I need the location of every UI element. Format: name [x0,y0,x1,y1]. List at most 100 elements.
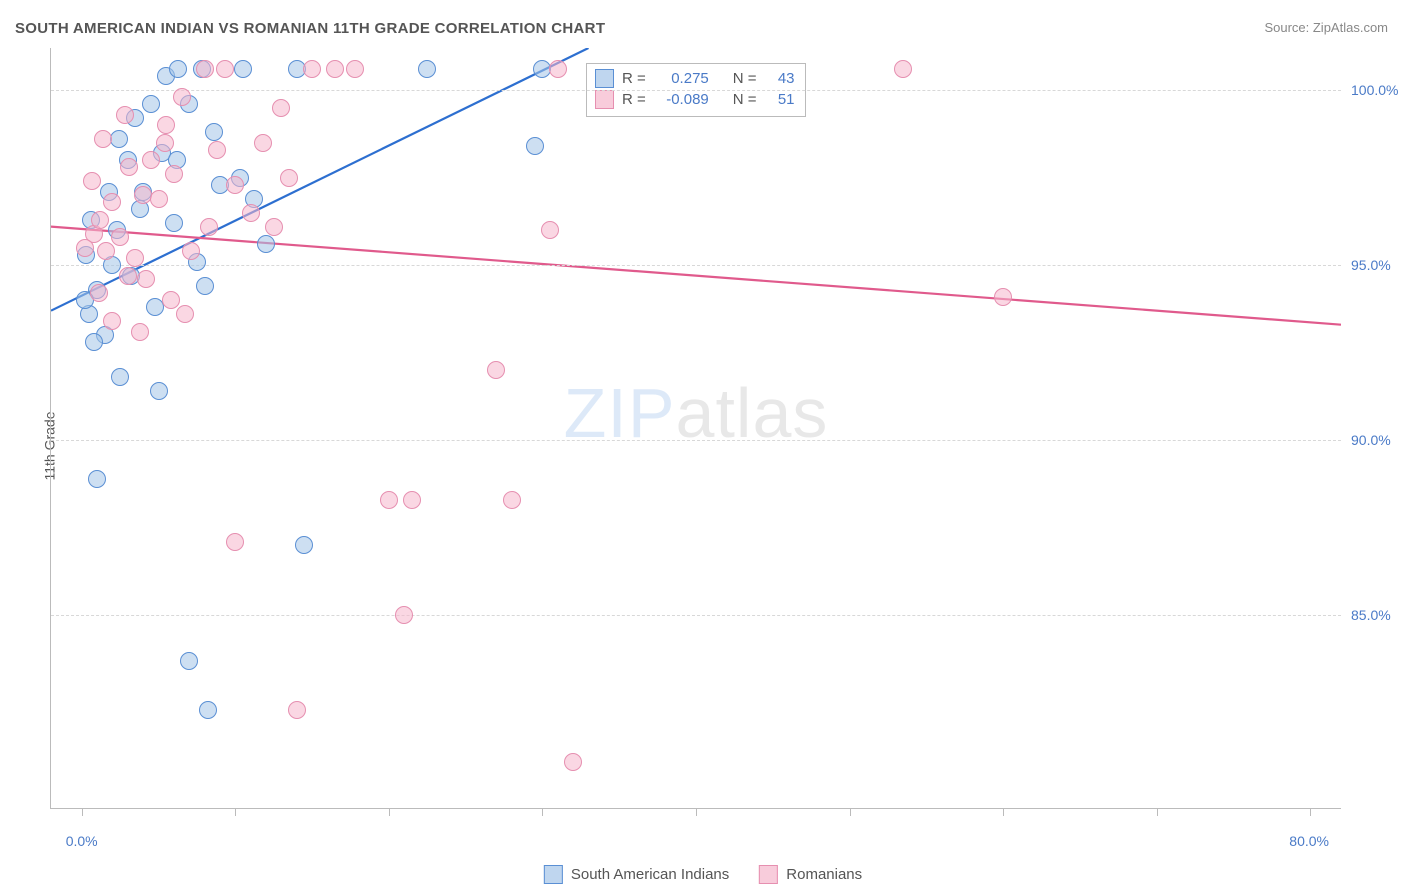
data-point [157,116,175,134]
data-point [137,270,155,288]
n-value: 43 [765,70,795,87]
r-value: -0.089 [654,91,709,108]
data-point [110,130,128,148]
legend-label: South American Indians [571,866,729,883]
data-point [234,60,252,78]
data-point [205,123,223,141]
x-tick [82,808,83,816]
data-point [272,99,290,117]
data-point [131,323,149,341]
data-point [265,218,283,236]
x-tick [1003,808,1004,816]
x-tick [389,808,390,816]
data-point [196,60,214,78]
data-point [280,169,298,187]
data-point [173,88,191,106]
y-tick-label: 100.0% [1351,82,1406,98]
data-point [119,267,137,285]
data-point [395,606,413,624]
data-point [180,652,198,670]
legend-item: Romanians [759,865,862,884]
x-tick [235,808,236,816]
data-point [549,60,567,78]
data-point [295,536,313,554]
regression-lines-layer [51,48,1341,808]
data-point [403,491,421,509]
n-value: 51 [765,91,795,108]
data-point [503,491,521,509]
data-point [142,95,160,113]
x-tick [1157,808,1158,816]
data-point [216,60,234,78]
plot-area: ZIPatlas R =0.275N =43R =-0.089N =51 85.… [50,48,1341,809]
y-tick-label: 85.0% [1351,607,1406,623]
gridline [51,90,1341,91]
n-label: N = [733,70,757,87]
data-point [90,284,108,302]
y-tick-label: 90.0% [1351,432,1406,448]
data-point [994,288,1012,306]
x-tick [542,808,543,816]
data-point [541,221,559,239]
data-point [120,158,138,176]
chart-title: SOUTH AMERICAN INDIAN VS ROMANIAN 11TH G… [15,20,605,37]
data-point [126,249,144,267]
legend-swatch [595,69,614,88]
data-point [257,235,275,253]
source-attribution: Source: ZipAtlas.com [1264,20,1388,35]
gridline [51,440,1341,441]
data-point [85,333,103,351]
data-point [199,701,217,719]
data-point [156,134,174,152]
x-axis-max-label: 80.0% [1289,833,1329,849]
data-point [894,60,912,78]
data-point [162,291,180,309]
r-value: 0.275 [654,70,709,87]
data-point [526,137,544,155]
data-point [165,165,183,183]
data-point [226,533,244,551]
data-point [111,368,129,386]
data-point [116,106,134,124]
data-point [288,701,306,719]
data-point [150,190,168,208]
y-tick-label: 95.0% [1351,257,1406,273]
legend-item: South American Indians [544,865,729,884]
legend-label: Romanians [786,866,862,883]
data-point [346,60,364,78]
legend-swatch [595,90,614,109]
data-point [97,242,115,260]
data-point [380,491,398,509]
data-point [83,172,101,190]
data-point [487,361,505,379]
data-point [165,214,183,232]
data-point [88,470,106,488]
legend: South American Indians Romanians [544,865,862,884]
data-point [326,60,344,78]
n-label: N = [733,91,757,108]
data-point [103,312,121,330]
stats-row: R = 0.275 N = 43 [595,68,795,89]
data-point [111,228,129,246]
data-point [208,141,226,159]
data-point [142,151,160,169]
x-tick [850,808,851,816]
data-point [254,134,272,152]
data-point [200,218,218,236]
x-tick [1310,808,1311,816]
stats-row: R = -0.089 N = 51 [595,89,795,110]
data-point [150,382,168,400]
gridline [51,265,1341,266]
x-axis-min-label: 0.0% [66,833,98,849]
data-point [169,60,187,78]
regression-line [51,227,1341,325]
data-point [196,277,214,295]
data-point [418,60,436,78]
x-tick [696,808,697,816]
r-label: R = [622,91,646,108]
data-point [564,753,582,771]
data-point [226,176,244,194]
data-point [176,305,194,323]
r-label: R = [622,70,646,87]
data-point [94,130,112,148]
